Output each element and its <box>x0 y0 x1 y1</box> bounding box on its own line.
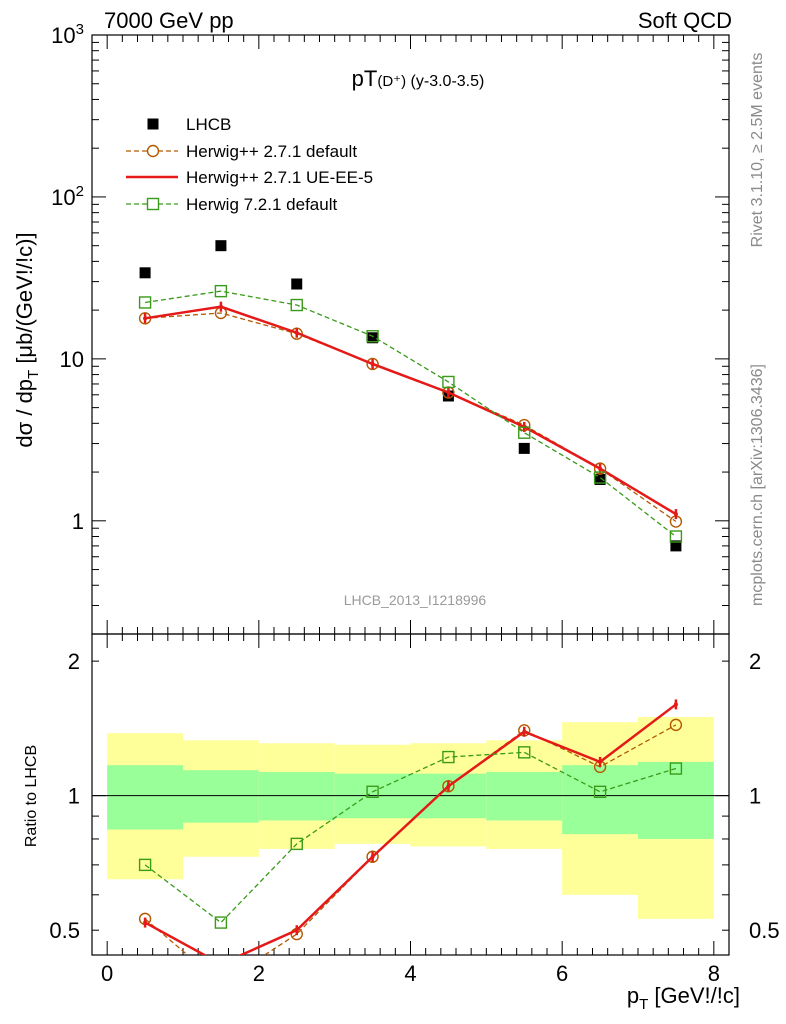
main-y-tick-label: 1 <box>72 509 84 534</box>
x-tick-label: 4 <box>404 961 416 986</box>
ratio-y-tick-label: 1 <box>68 784 80 809</box>
main-y-axis-label: dσ / dpT [μb/(GeV!/!c)] <box>12 232 42 447</box>
ratio-y-axis-label: Ratio to LHCB <box>23 745 40 847</box>
main-y-tick-label: 103 <box>51 21 84 48</box>
axis-ticks <box>92 34 729 955</box>
x-tick-label: 2 <box>253 961 265 986</box>
ratio-hw271ue-line <box>144 703 677 955</box>
side-text-rivet: Rivet 3.1.10, ≥ 2.5M events <box>749 53 766 248</box>
legend-hw721-marker <box>146 197 160 211</box>
main-y-tick-label: 10 <box>60 347 84 372</box>
main-hw721-point <box>593 471 607 484</box>
main-lhcb-point <box>367 332 379 344</box>
main-lhcb-point <box>670 540 682 552</box>
main-hw721-line <box>144 290 677 538</box>
main-hw271ue-point <box>446 390 451 395</box>
ratio-hw271d-point <box>366 850 379 863</box>
plot-title: pT(D⁺) (y-3.0-3.5) <box>352 66 485 91</box>
legend-label-hw721: Herwig 7.2.1 default <box>186 195 337 214</box>
ratio-uncertainty-bands <box>92 716 729 919</box>
main-hw271ue-point <box>598 466 603 471</box>
ratio-hw271d-point <box>669 718 683 732</box>
legend-label-lhcb: LHCB <box>186 115 231 134</box>
legend-label-hw271ue: Herwig++ 2.7.1 UE-EE-5 <box>186 168 373 187</box>
main-hw721-point <box>669 530 683 543</box>
ratio-y-tick-label-right: 0.5 <box>749 918 780 943</box>
ratio-hw721-point <box>214 916 228 929</box>
ratio-y-tick-label-right: 1 <box>749 784 761 809</box>
main-hw271ue-point <box>218 304 223 309</box>
header-right: Soft QCD <box>638 8 732 33</box>
ratio-hw721-point <box>138 858 152 872</box>
main-lhcb-point <box>518 442 530 454</box>
ratio-hw721-point <box>593 785 607 799</box>
ratio-hw271ue-point <box>522 729 527 734</box>
main-hw271d-point <box>366 357 379 371</box>
data-series <box>138 240 683 955</box>
x-tick-label: 8 <box>708 961 720 986</box>
ratio-hw271ue-point <box>294 928 299 933</box>
ratio-hw271ue-point <box>673 702 678 707</box>
main-hw721-point <box>518 426 531 439</box>
main-hw271d-line <box>145 312 677 523</box>
band-inner-bin <box>107 765 183 830</box>
legend-label-hw271d: Herwig++ 2.7.1 default <box>186 142 357 161</box>
main-lhcb-point <box>594 473 606 485</box>
main-y-tick-label: 102 <box>51 183 84 210</box>
ratio-hw271ue-point <box>446 784 451 789</box>
ratio-y-tick-label: 2 <box>68 649 80 674</box>
main-hw721-point <box>290 298 303 312</box>
side-text-mcplots: mcplots.cern.ch [arXiv:1306.3436] <box>749 364 766 606</box>
band-inner-bin <box>638 761 714 839</box>
legend-lhcb-marker <box>147 118 159 130</box>
ratio-hw721-point <box>442 750 455 764</box>
main-hw271d-point <box>593 462 607 475</box>
main-hw271ue-point <box>673 512 678 517</box>
main-hw721-point <box>366 330 379 343</box>
ratio-hw271d-point <box>442 779 455 793</box>
main-hw271ue-point <box>370 361 375 366</box>
main-hw271ue-point <box>294 330 299 335</box>
ratio-hw721-point <box>366 785 379 799</box>
main-lhcb-point <box>215 240 227 252</box>
x-axis-label: pT [GeV!/!c] <box>627 983 740 1013</box>
main-lhcb-point <box>139 267 151 279</box>
legend-hw271d-marker <box>146 144 160 158</box>
main-hw271ue-line <box>144 305 677 516</box>
ratio-hw721-point <box>518 746 531 759</box>
ratio-y-tick-label: 0.5 <box>49 918 80 943</box>
band-inner-bin <box>258 771 335 821</box>
analysis-watermark: LHCB_2013_I1218996 <box>344 592 487 608</box>
x-tick-label: 0 <box>101 961 113 986</box>
main-hw721-point <box>442 375 455 389</box>
ratio-hw721-point <box>669 762 683 775</box>
main-hw271ue-point <box>143 316 148 321</box>
main-lhcb-point <box>291 278 303 290</box>
band-inner-bin <box>486 771 563 821</box>
text-labels: 1 10 102 103 0.5 0.5 1 1 2 2 0 2 4 6 8 7000 GeV pp Soft … <box>12 8 780 1013</box>
main-hw721-point <box>138 296 152 309</box>
band-inner-bin <box>562 765 638 835</box>
ratio-hw721-line <box>144 751 677 924</box>
x-tick-label: 6 <box>556 961 568 986</box>
header-left: 7000 GeV pp <box>104 8 234 33</box>
ratio-hw271ue-point <box>598 759 603 764</box>
ratio-y-tick-label-right: 2 <box>749 649 761 674</box>
band-inner-bin <box>183 770 259 823</box>
ratio-hw721-point <box>290 837 303 851</box>
ratio-hw271ue-point <box>370 854 375 859</box>
ratio-hw271ue-point <box>143 920 148 925</box>
main-hw721-point <box>214 284 228 298</box>
